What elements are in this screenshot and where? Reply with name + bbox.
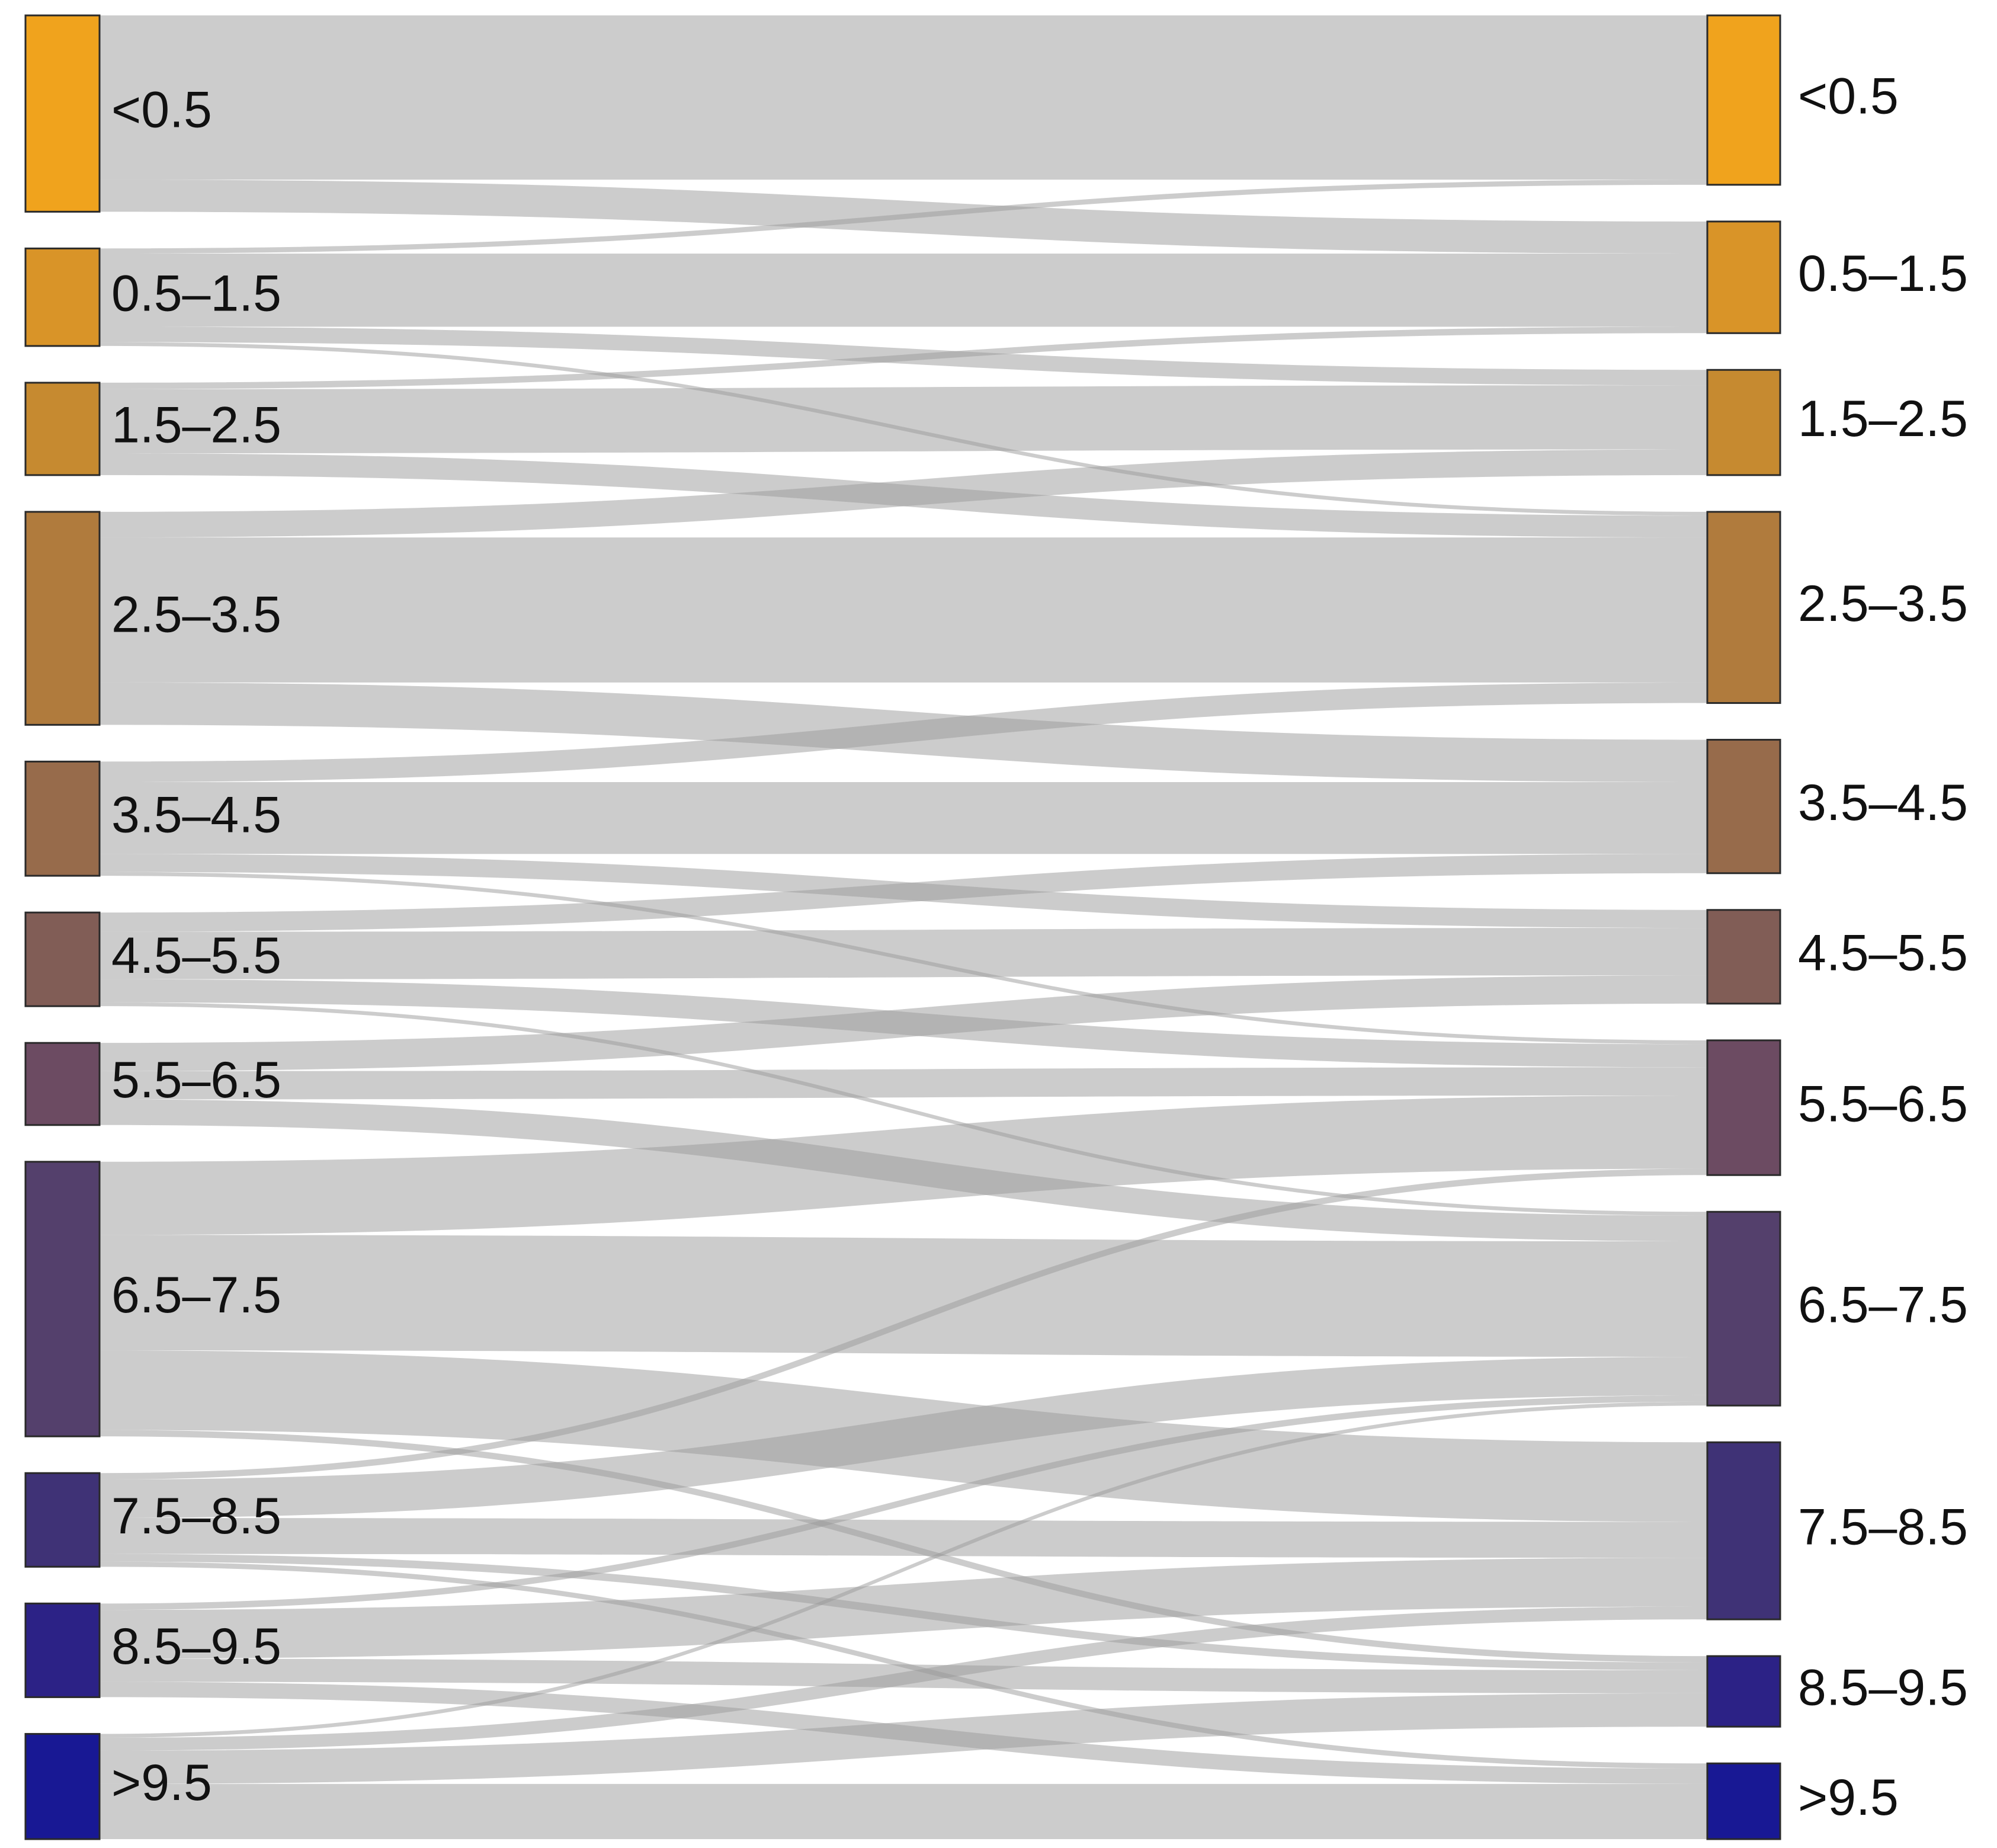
left-node <box>24 1732 101 1840</box>
flow-link <box>100 1401 1707 1738</box>
flow-link <box>100 254 1707 327</box>
flow-link <box>100 782 1707 854</box>
right-node-label: 6.5–7.5 <box>1798 1276 1968 1333</box>
left-node <box>24 247 101 347</box>
left-node-label: <0.5 <box>111 81 212 138</box>
flow-link <box>100 975 1707 1071</box>
right-node <box>1706 1210 1781 1407</box>
flow-link <box>100 180 1707 254</box>
left-node-label: 4.5–5.5 <box>111 927 281 984</box>
flow-link <box>100 385 1707 454</box>
right-node <box>1706 369 1781 476</box>
right-node <box>1706 1762 1781 1840</box>
right-node <box>1706 220 1781 334</box>
flow-link <box>100 928 1707 979</box>
flow-link <box>100 449 1707 538</box>
flow-link <box>100 1606 1707 1751</box>
left-node <box>24 1161 101 1437</box>
right-node-label: 7.5–8.5 <box>1798 1498 1968 1555</box>
left-node <box>24 511 101 726</box>
flow-link <box>100 854 1707 932</box>
right-node-label: 4.5–5.5 <box>1798 925 1968 982</box>
flow-link <box>100 1783 1707 1839</box>
right-node <box>1706 739 1781 875</box>
right-node-label: 8.5–9.5 <box>1798 1659 1968 1716</box>
left-node <box>24 1602 101 1698</box>
right-node-label: 0.5–1.5 <box>1798 245 1968 302</box>
left-node <box>24 1472 101 1568</box>
right-node <box>1706 1039 1781 1176</box>
flow-link <box>100 1693 1707 1784</box>
flow-link <box>100 1095 1707 1235</box>
left-node <box>24 760 101 877</box>
left-node <box>24 911 101 1007</box>
right-node <box>1706 1441 1781 1620</box>
right-node-label: 5.5–6.5 <box>1798 1075 1968 1132</box>
flow-link <box>100 682 1707 783</box>
right-node <box>1706 1655 1781 1728</box>
left-node <box>24 14 101 213</box>
left-node-label: 1.5–2.5 <box>111 397 281 454</box>
left-node <box>24 1042 101 1126</box>
right-node-label: >9.5 <box>1798 1769 1899 1826</box>
right-node-label: 1.5–2.5 <box>1798 390 1968 447</box>
left-node-label: 0.5–1.5 <box>111 265 281 322</box>
left-node-label: >9.5 <box>111 1754 212 1811</box>
flow-link <box>100 1168 1707 1480</box>
left-node-label: 7.5–8.5 <box>111 1488 281 1545</box>
left-node-label: 6.5–7.5 <box>111 1267 281 1324</box>
left-node-label: 3.5–4.5 <box>111 786 281 843</box>
flow-link <box>100 1518 1707 1558</box>
flow-link <box>100 537 1707 683</box>
flow-link <box>100 1002 1707 1216</box>
flow-link <box>100 1356 1707 1519</box>
flow-link <box>100 15 1707 180</box>
right-node-label: 2.5–3.5 <box>1798 575 1968 632</box>
left-node-label: 8.5–9.5 <box>111 1618 281 1675</box>
right-node-label: 3.5–4.5 <box>1798 774 1968 831</box>
flow-link <box>100 1395 1707 1610</box>
right-node-label: <0.5 <box>1798 68 1899 125</box>
left-node-label: 2.5–3.5 <box>111 586 281 643</box>
right-node <box>1706 14 1781 186</box>
flow-link <box>100 1067 1707 1100</box>
right-node <box>1706 511 1781 704</box>
left-node-label: 5.5–6.5 <box>111 1052 281 1109</box>
flow-link <box>100 326 1707 389</box>
flow-link <box>100 1235 1707 1357</box>
left-node <box>24 382 101 476</box>
right-node <box>1706 909 1781 1005</box>
flow-link <box>100 1558 1707 1659</box>
